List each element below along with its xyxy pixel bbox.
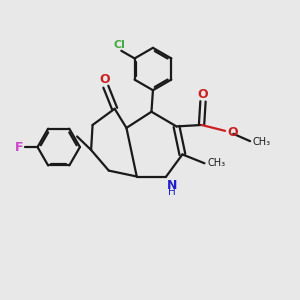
Text: Cl: Cl [113,40,125,50]
Text: CH₃: CH₃ [253,137,271,147]
Text: F: F [14,141,23,154]
Text: H: H [168,187,176,197]
Text: O: O [198,88,208,100]
Text: O: O [227,126,238,139]
Text: N: N [167,179,177,192]
Text: O: O [99,73,110,86]
Text: CH₃: CH₃ [207,158,226,168]
